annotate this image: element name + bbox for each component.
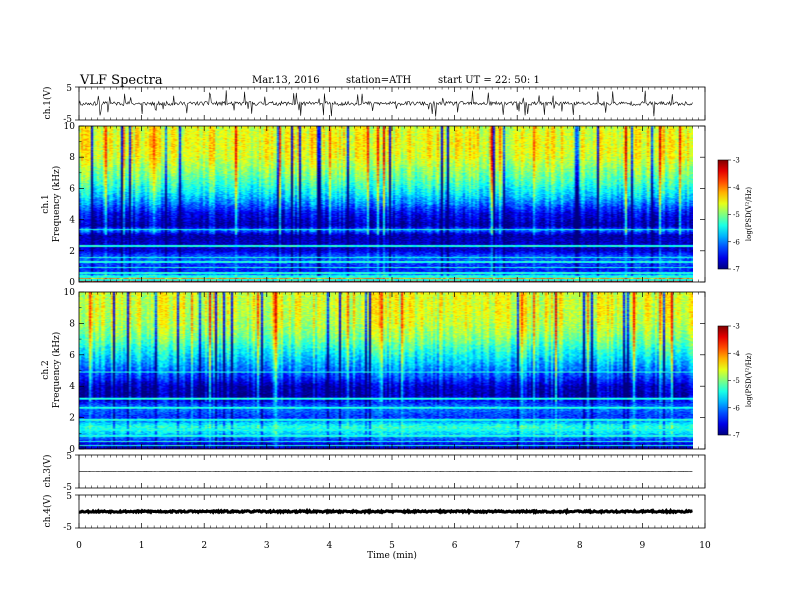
y-tick-label: 6 bbox=[69, 184, 75, 194]
colorbar-tick-label: -5 bbox=[733, 211, 740, 219]
ch4-ylabel: ch.4(V) bbox=[42, 495, 53, 528]
y-tick-label: 10 bbox=[64, 122, 76, 132]
ch2-frequency-label: Frequency (kHz) bbox=[51, 332, 62, 409]
ch4-ytick-bottom: -5 bbox=[63, 523, 72, 533]
ch2-colorbar bbox=[718, 326, 728, 435]
x-axis-tick-labels: 0 1 2 3 4 5 6 7 8 9 10 bbox=[76, 541, 711, 551]
figure-title: VLF Spectra bbox=[79, 73, 163, 88]
colorbar-tick-label: -6 bbox=[733, 404, 740, 412]
x-tick-label: 0 bbox=[76, 541, 82, 551]
x-tick-label: 9 bbox=[640, 541, 646, 551]
colorbar-tick-label: -4 bbox=[733, 184, 740, 192]
ch3-ylabel: ch.3(V) bbox=[42, 455, 53, 488]
x-tick-label: 3 bbox=[264, 541, 270, 551]
y-tick-label: 6 bbox=[69, 351, 75, 361]
ch3-ytick-bottom: -5 bbox=[63, 483, 72, 493]
ch4-ytick-top: 5 bbox=[66, 492, 72, 502]
y-tick-label: 4 bbox=[69, 216, 75, 226]
y-tick-label: 0 bbox=[69, 278, 75, 288]
ch1-ylabel: ch.1(V) bbox=[42, 87, 53, 120]
start-time-label: start UT = 22: 50: 1 bbox=[438, 75, 540, 86]
ch3-waveform-panel: 5 -5 ch.3(V) bbox=[42, 452, 706, 493]
ch1-waveform-line bbox=[78, 90, 693, 117]
ch4-waveform-line bbox=[78, 507, 693, 516]
y-tick-label: 4 bbox=[69, 382, 75, 392]
y-tick-label: 2 bbox=[69, 247, 75, 257]
y-tick-label: 8 bbox=[69, 153, 75, 163]
x-tick-label: 7 bbox=[514, 541, 520, 551]
ch1-spectrogram-image bbox=[79, 126, 693, 282]
colorbar-tick-label: -3 bbox=[733, 157, 740, 165]
ch3-ytick-top: 5 bbox=[66, 452, 72, 462]
x-tick-label: 10 bbox=[699, 541, 711, 551]
ch1-channel-label: ch.1 bbox=[41, 194, 51, 213]
x-tick-label: 6 bbox=[452, 541, 458, 551]
x-tick-label: 5 bbox=[389, 541, 395, 551]
colorbar-tick-label: -5 bbox=[733, 377, 740, 385]
colorbar-tick-label: -7 bbox=[733, 432, 740, 440]
y-tick-label: 0 bbox=[69, 445, 75, 455]
ch2-colorbar-label: log(PSD(V²/Hz) bbox=[745, 353, 753, 408]
x-tick-label: 1 bbox=[139, 541, 145, 551]
y-tick-label: 10 bbox=[64, 288, 76, 298]
ch1-colorbar-label: log(PSD(V²/Hz) bbox=[745, 187, 753, 242]
ch4-waveform-panel: 5 -5 ch.4(V) bbox=[42, 492, 706, 533]
x-tick-label: 2 bbox=[201, 541, 207, 551]
station-label: station=ATH bbox=[346, 75, 412, 86]
colorbar-tick-label: -7 bbox=[733, 266, 740, 274]
y-tick-label: 2 bbox=[69, 414, 75, 424]
ch1-ytick-bottom: -5 bbox=[63, 115, 72, 125]
ch1-waveform-panel: 5 -5 ch.1(V) bbox=[42, 84, 706, 125]
ch2-channel-label: ch.2 bbox=[41, 360, 51, 379]
ch1-ytick-top: 5 bbox=[66, 84, 72, 94]
colorbar-tick-label: -3 bbox=[733, 323, 740, 331]
date-label: Mar.13, 2016 bbox=[252, 75, 320, 86]
colorbar-tick-label: -4 bbox=[733, 350, 740, 358]
ch2-spectrogram-image bbox=[79, 292, 693, 449]
y-tick-label: 8 bbox=[69, 319, 75, 329]
ch1-colorbar bbox=[718, 160, 728, 269]
x-axis-label: Time (min) bbox=[367, 550, 417, 561]
x-tick-label: 8 bbox=[577, 541, 583, 551]
ch1-frequency-label: Frequency (kHz) bbox=[51, 166, 62, 243]
x-tick-label: 4 bbox=[327, 541, 333, 551]
colorbar-tick-label: -6 bbox=[733, 238, 740, 246]
